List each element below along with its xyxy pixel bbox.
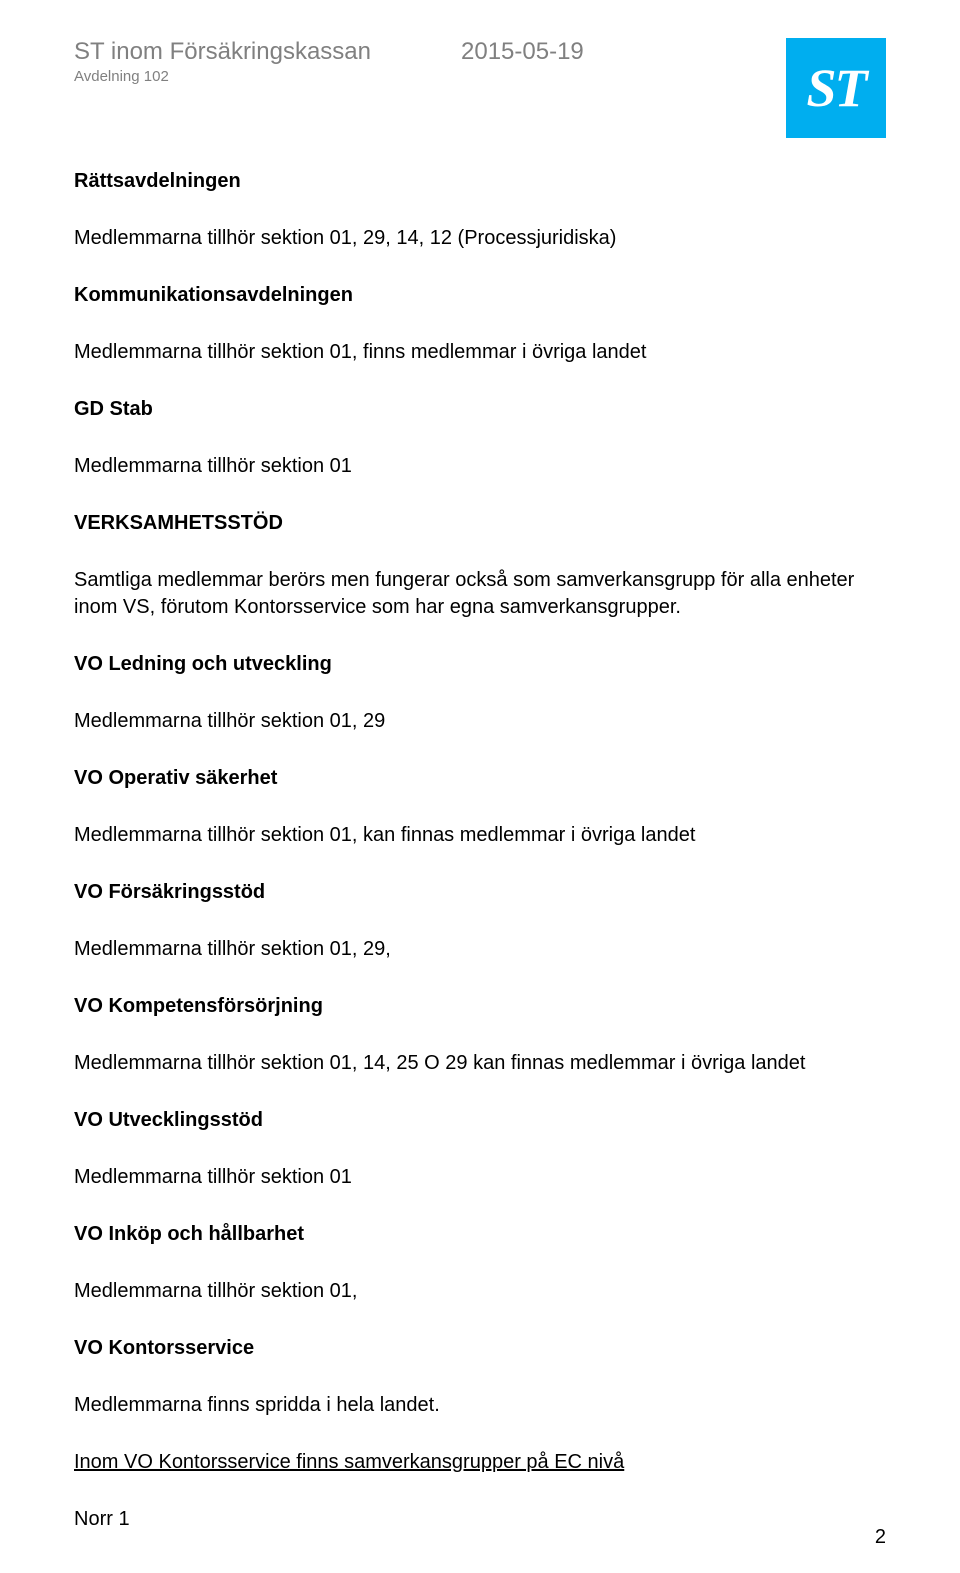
section-body: Medlemmarna tillhör sektion 01, 29, 14, …	[74, 225, 886, 252]
section-body: Medlemmarna tillhör sektion 01	[74, 453, 886, 480]
st-logo: ST	[786, 38, 886, 138]
section-body: Medlemmarna finns spridda i hela landet.	[74, 1392, 886, 1419]
section-body: Medlemmarna tillhör sektion 01, 14, 25 O…	[74, 1050, 886, 1077]
header-row: ST inom Försäkringskassan 2015-05-19 Avd…	[74, 38, 886, 138]
header-line-1: ST inom Försäkringskassan 2015-05-19	[74, 38, 584, 66]
section-heading: VERKSAMHETSSTÖD	[74, 510, 886, 537]
section-body: Medlemmarna tillhör sektion 01,	[74, 1278, 886, 1305]
section-heading: Kommunikationsavdelningen	[74, 282, 886, 309]
section-heading: VO Operativ säkerhet	[74, 765, 886, 792]
section-heading: GD Stab	[74, 396, 886, 423]
section-body: Medlemmarna tillhör sektion 01	[74, 1164, 886, 1191]
section-heading: VO Försäkringsstöd	[74, 879, 886, 906]
header-division: Avdelning 102	[74, 68, 584, 85]
header-org: ST inom Försäkringskassan	[74, 38, 371, 66]
section-body: Medlemmarna tillhör sektion 01, 29,	[74, 936, 886, 963]
section-heading: Rättsavdelningen	[74, 168, 886, 195]
document-page: ST inom Försäkringskassan 2015-05-19 Avd…	[0, 0, 960, 1573]
section-heading: VO Inköp och hållbarhet	[74, 1221, 886, 1248]
page-number: 2	[875, 1526, 886, 1549]
header-date: 2015-05-19	[461, 38, 584, 66]
underline-text: Inom VO Kontorsservice finns samverkansg…	[74, 1449, 886, 1476]
document-content: Rättsavdelningen Medlemmarna tillhör sek…	[74, 168, 886, 1533]
section-body: Medlemmarna tillhör sektion 01, 29	[74, 708, 886, 735]
section-heading: VO Kompetensförsörjning	[74, 993, 886, 1020]
section-heading: VO Ledning och utveckling	[74, 651, 886, 678]
section-body: Medlemmarna tillhör sektion 01, finns me…	[74, 339, 886, 366]
section-body: Samtliga medlemmar berörs men fungerar o…	[74, 567, 886, 621]
section-heading: VO Kontorsservice	[74, 1335, 886, 1362]
section-body: Medlemmarna tillhör sektion 01, kan finn…	[74, 822, 886, 849]
header-text-block: ST inom Försäkringskassan 2015-05-19 Avd…	[74, 38, 584, 85]
section-heading: VO Utvecklingsstöd	[74, 1107, 886, 1134]
st-logo-text: ST	[806, 57, 865, 119]
final-line: Norr 1	[74, 1506, 886, 1533]
